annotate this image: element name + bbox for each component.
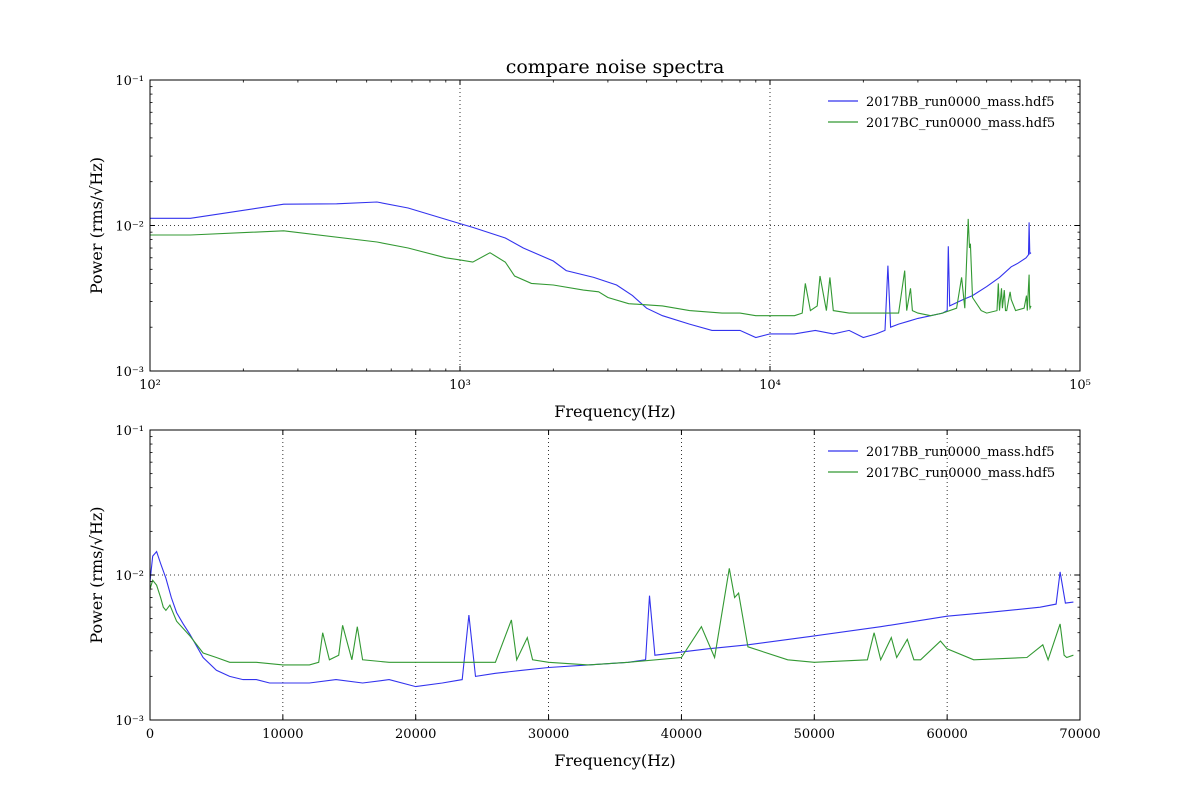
x-tick-label: 40000 [661, 727, 702, 742]
y-tick-label: 10⁻³ [115, 714, 144, 729]
bottom-linear-plot: 0 10000 20000 30000 40000 50000 60000 70000 10⁻³… [87, 424, 1101, 770]
x-tick-label: 10² [139, 378, 161, 393]
x-tick-label: 60000 [926, 727, 967, 742]
chart-title: compare noise spectra [506, 56, 725, 78]
series-line-bb [150, 550, 1074, 688]
y-tick-label: 10⁻¹ [115, 74, 144, 89]
x-tick-label: 10³ [449, 378, 471, 393]
x-tick-label: 10000 [262, 727, 303, 742]
x-tick-label: 0 [146, 727, 154, 742]
x-tick-label: 10⁵ [1069, 378, 1091, 393]
legend-label-bc: 2017BC_run0000_mass.hdf5 [866, 116, 1055, 131]
series-line-bb [150, 201, 1032, 339]
x-axis-label: Frequency(Hz) [554, 402, 675, 421]
x-tick-label: 70000 [1059, 727, 1100, 742]
y-axis-label: Power (rms/√Hz) [87, 157, 106, 294]
x-tick-label: 50000 [794, 727, 835, 742]
y-axis-label: Power (rms/√Hz) [87, 506, 106, 643]
x-tick-label: 10⁴ [759, 378, 781, 393]
y-tick-label: 10⁻² [115, 220, 144, 235]
x-tick-label: 30000 [528, 727, 569, 742]
top-log-plot: 10² 10³ 10⁴ 10⁵ 10⁻³ 10⁻² 10⁻¹ compare noise sp… [87, 56, 1091, 421]
x-tick-label: 20000 [395, 727, 436, 742]
x-axis-label: Frequency(Hz) [554, 751, 675, 770]
legend-label-bc: 2017BC_run0000_mass.hdf5 [866, 466, 1055, 481]
y-tick-label: 10⁻³ [115, 365, 144, 380]
y-tick-label: 10⁻¹ [115, 424, 144, 439]
series-line-bc [150, 568, 1074, 666]
series-line-bc [150, 218, 1032, 317]
y-tick-label: 10⁻² [115, 569, 144, 584]
legend-label-bb: 2017BB_run0000_mass.hdf5 [866, 95, 1055, 110]
legend-label-bb: 2017BB_run0000_mass.hdf5 [866, 445, 1055, 460]
